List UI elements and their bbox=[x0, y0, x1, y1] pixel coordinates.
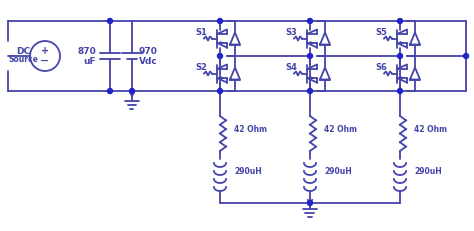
Circle shape bbox=[464, 54, 468, 58]
Circle shape bbox=[218, 18, 222, 24]
Text: 970: 970 bbox=[138, 46, 157, 55]
Text: 42 Ohm: 42 Ohm bbox=[324, 125, 357, 134]
Circle shape bbox=[108, 88, 112, 94]
Circle shape bbox=[308, 201, 312, 206]
Text: 290uH: 290uH bbox=[234, 167, 262, 176]
Circle shape bbox=[308, 18, 312, 24]
Text: 290uH: 290uH bbox=[414, 167, 442, 176]
Text: DC: DC bbox=[16, 46, 30, 55]
Text: S5: S5 bbox=[375, 28, 387, 37]
Circle shape bbox=[308, 88, 312, 94]
Circle shape bbox=[218, 88, 222, 94]
Text: 42 Ohm: 42 Ohm bbox=[234, 125, 267, 134]
Circle shape bbox=[129, 88, 135, 94]
Text: +: + bbox=[41, 46, 49, 56]
Text: Vdc: Vdc bbox=[138, 57, 157, 66]
Circle shape bbox=[398, 18, 402, 24]
Text: S4: S4 bbox=[285, 63, 297, 72]
Circle shape bbox=[398, 88, 402, 94]
Text: S2: S2 bbox=[195, 63, 207, 72]
Text: S3: S3 bbox=[285, 28, 297, 37]
Text: 290uH: 290uH bbox=[324, 167, 352, 176]
Circle shape bbox=[308, 54, 312, 58]
Text: Source: Source bbox=[8, 55, 38, 64]
Circle shape bbox=[108, 18, 112, 24]
Text: −: − bbox=[40, 56, 50, 66]
Text: S6: S6 bbox=[375, 63, 387, 72]
Text: 42 Ohm: 42 Ohm bbox=[414, 125, 447, 134]
Text: 870: 870 bbox=[77, 46, 96, 55]
Text: uF: uF bbox=[83, 57, 96, 66]
Circle shape bbox=[218, 54, 222, 58]
Circle shape bbox=[398, 54, 402, 58]
Text: S1: S1 bbox=[195, 28, 207, 37]
